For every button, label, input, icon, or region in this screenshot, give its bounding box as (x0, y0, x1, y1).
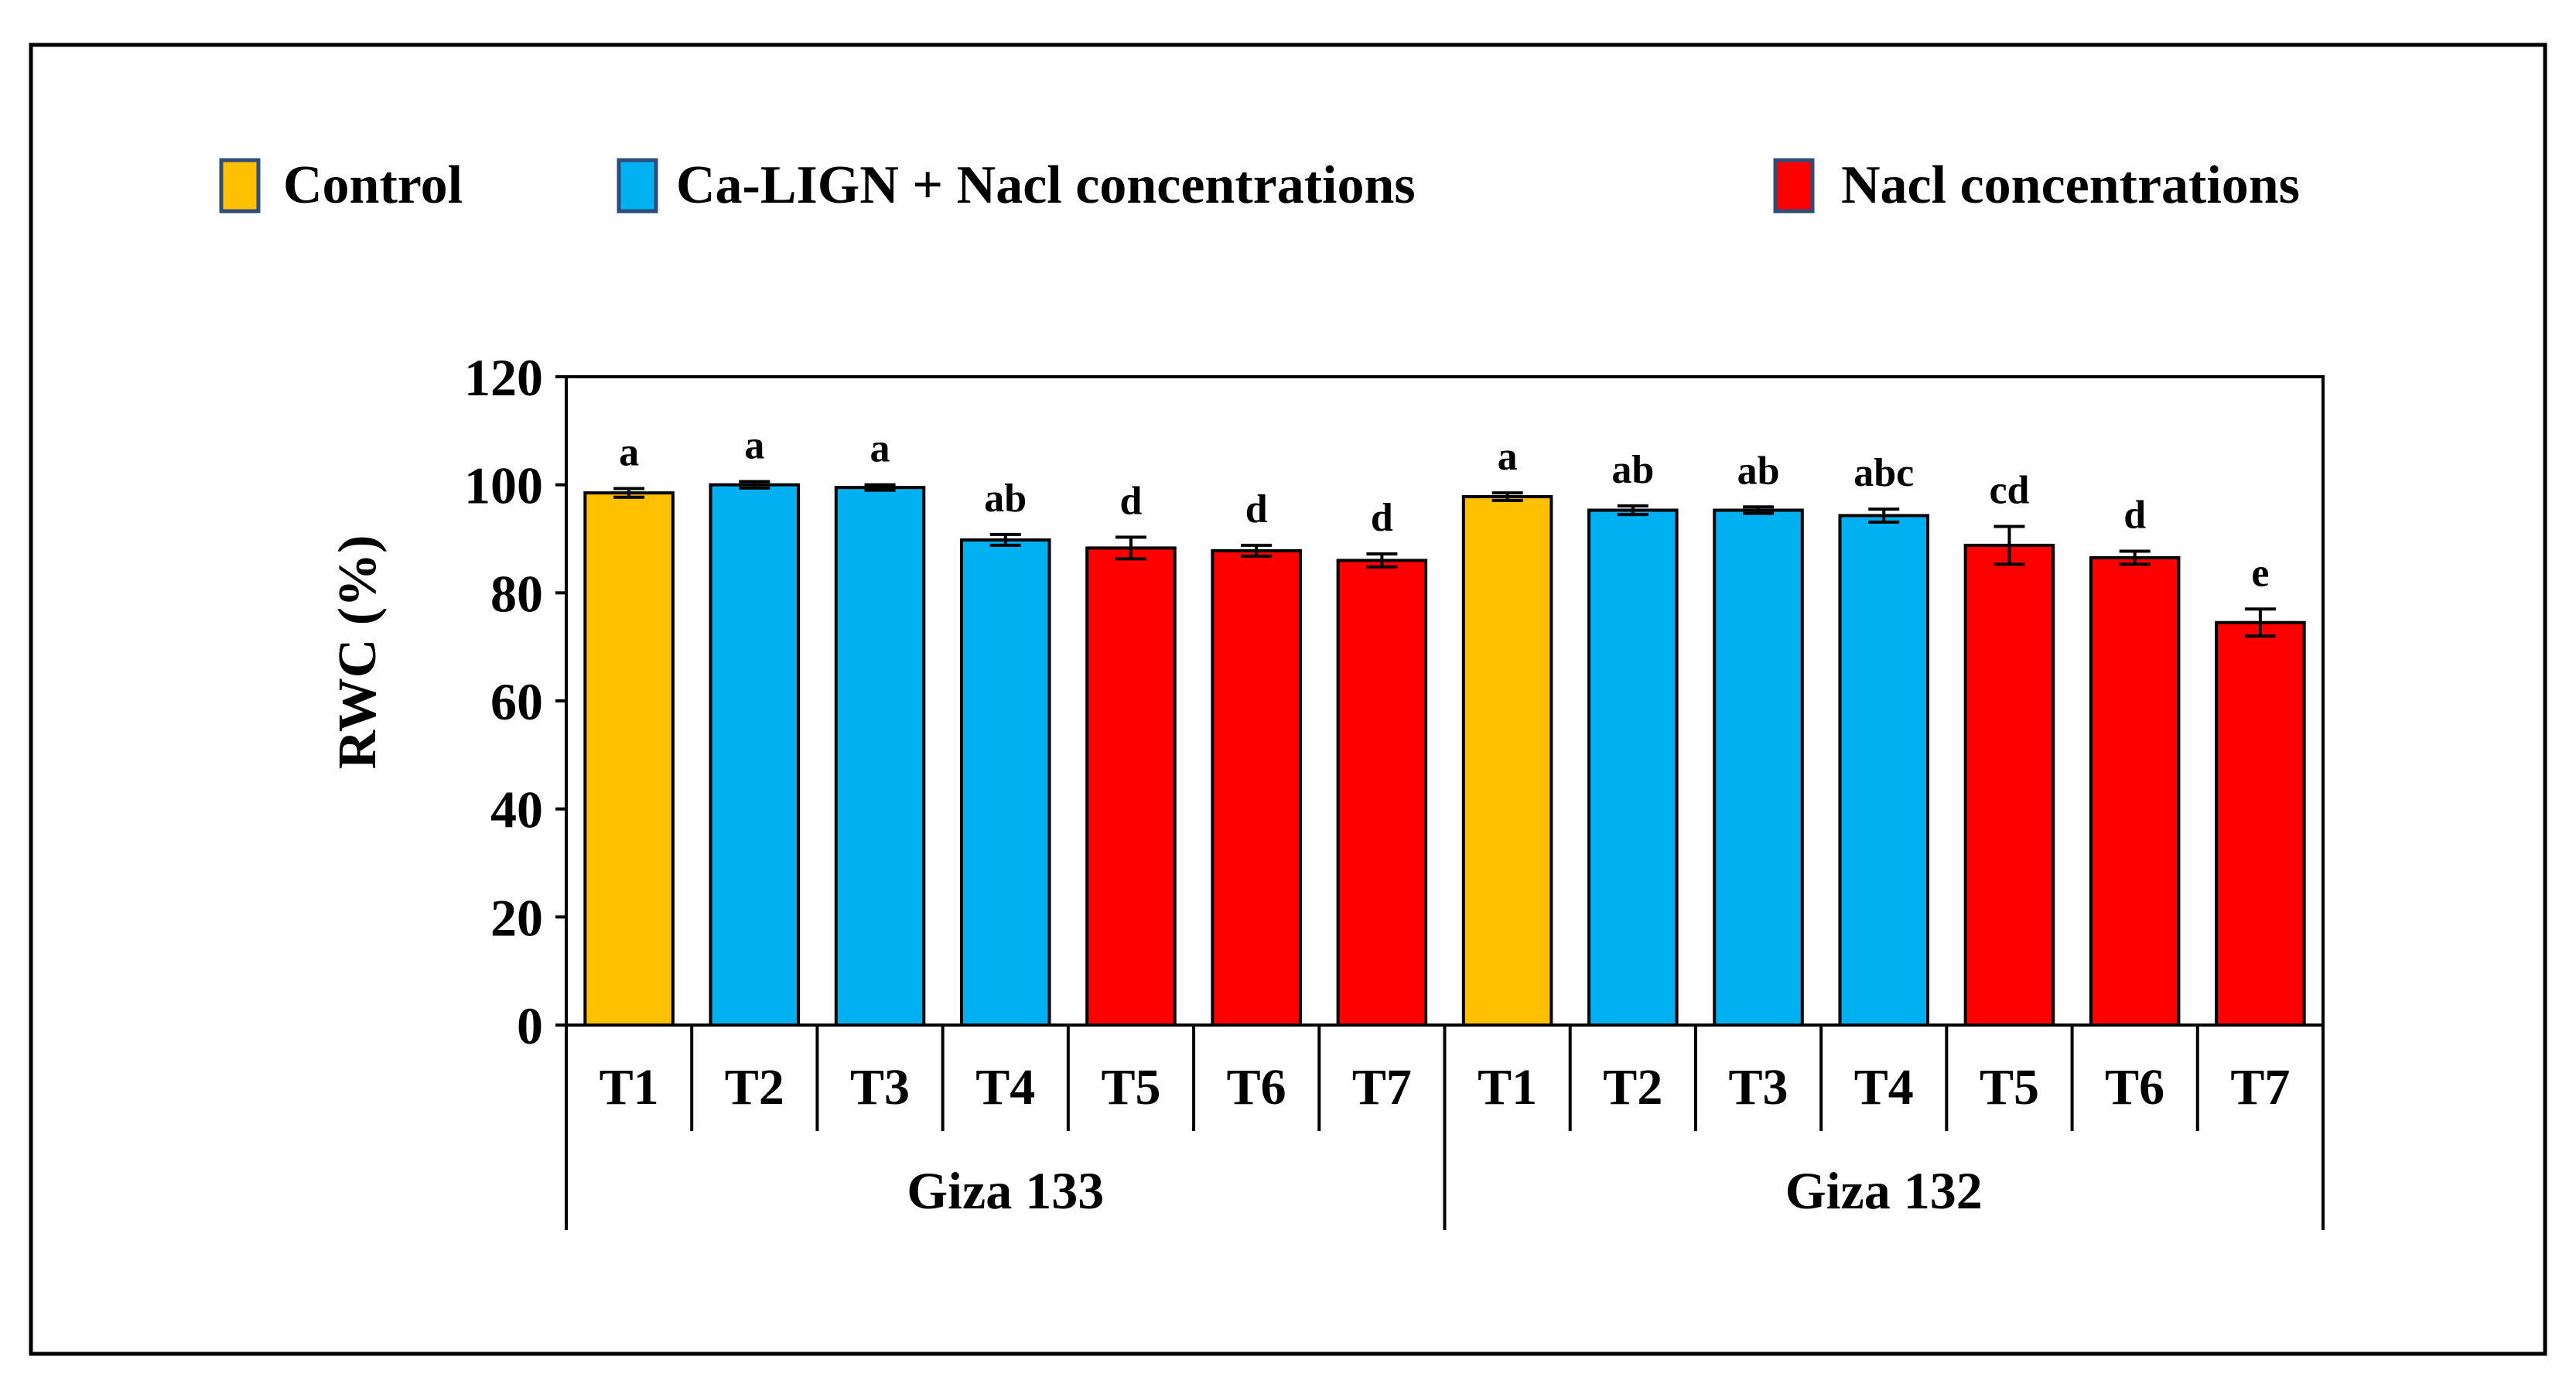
legend-swatch-control (219, 158, 261, 214)
bar (834, 486, 926, 1027)
bar (709, 483, 801, 1027)
bar (1838, 514, 1930, 1027)
legend-swatch-nacl (1773, 158, 1815, 214)
y-axis-title: RWC (%) (328, 535, 388, 770)
x-category-label: T5 (1101, 1059, 1160, 1116)
y-tick-label: 80 (490, 564, 543, 623)
x-category-label: T4 (1854, 1059, 1914, 1116)
x-group-label: Giza 132 (1785, 1161, 1983, 1220)
y-tick-label: 120 (464, 348, 543, 407)
y-tick-label: 0 (517, 996, 543, 1055)
x-category-label: T1 (1478, 1059, 1537, 1116)
plot-area: 0 20 40 60 80 100 120 a T1 a T2 a T3 ab T4 d T5 d T6 d T7 a T1… (464, 348, 2325, 1230)
y-tick-label: 40 (490, 781, 543, 839)
significance-letter: a (619, 431, 639, 475)
bar (583, 491, 675, 1027)
legend-label-calign: Ca-LIGN + Nacl concentrations (676, 155, 1416, 215)
legend-label-control: Control (283, 155, 463, 215)
legend-item-control: Control (219, 155, 463, 215)
y-tick-label: 60 (490, 672, 543, 731)
significance-letter: a (1498, 435, 1518, 479)
x-category-label: T2 (1603, 1059, 1662, 1116)
significance-letter: a (870, 427, 890, 471)
bar (1085, 546, 1177, 1027)
bar (1461, 495, 1553, 1027)
significance-letter: d (2123, 494, 2146, 538)
legend-item-calign: Ca-LIGN + Nacl concentrations (617, 155, 1416, 215)
significance-letter: d (1371, 496, 1393, 540)
significance-letter: ab (984, 477, 1027, 521)
x-category-label: T3 (1729, 1059, 1789, 1116)
bar (1963, 543, 2055, 1027)
x-category-label: T6 (1227, 1059, 1286, 1116)
bar (2089, 555, 2181, 1027)
x-category-label: T3 (850, 1059, 910, 1116)
x-category-label: T7 (1352, 1059, 1412, 1116)
x-category-label: T6 (2105, 1059, 2164, 1116)
significance-letter: cd (1989, 468, 2029, 512)
significance-letter: a (744, 423, 764, 467)
x-category-label: T7 (2230, 1059, 2290, 1116)
x-group-label: Giza 133 (907, 1161, 1104, 1220)
x-category-label: T2 (725, 1059, 784, 1116)
bar (2215, 620, 2306, 1027)
y-tick-label: 20 (490, 888, 543, 947)
bar (1211, 548, 1302, 1027)
x-category-label: T1 (600, 1059, 659, 1116)
bar (1587, 508, 1679, 1027)
significance-letter: abc (1853, 451, 1914, 495)
legend-label-nacl: Nacl concentrations (1841, 155, 2300, 215)
bar (959, 538, 1051, 1027)
x-category-label: T4 (975, 1059, 1035, 1116)
legend: Control Ca-LIGN + Nacl concentrations Na… (219, 155, 2300, 215)
significance-letter: d (1120, 479, 1143, 523)
significance-letter: ab (1737, 449, 1780, 493)
significance-letter: ab (1611, 448, 1654, 492)
x-category-label: T5 (1980, 1059, 2039, 1116)
legend-item-nacl: Nacl concentrations (1773, 155, 2300, 215)
significance-letter: e (2251, 551, 2269, 595)
significance-letter: d (1245, 487, 1268, 531)
bar (1336, 559, 1428, 1027)
legend-swatch-calign (617, 158, 658, 214)
y-tick-label: 100 (464, 456, 543, 515)
bar (1713, 508, 1804, 1027)
